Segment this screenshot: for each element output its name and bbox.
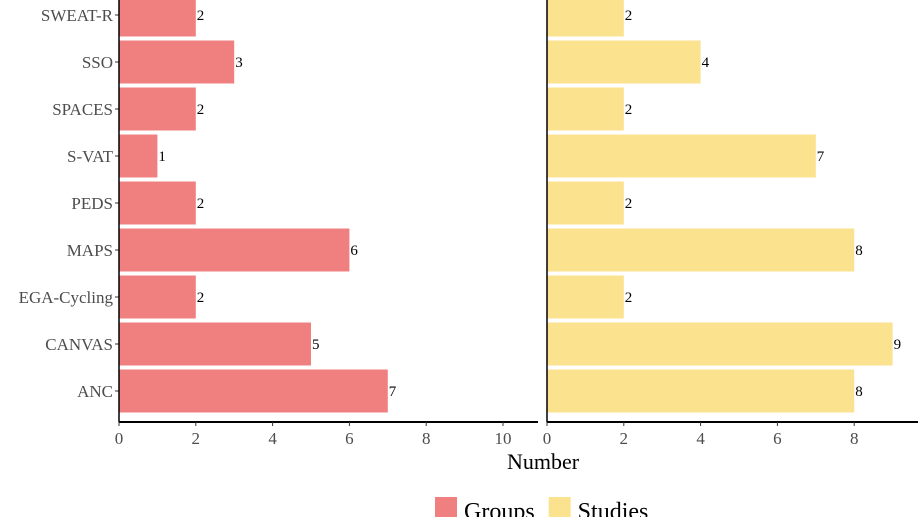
category-label: CANVAS [45, 335, 113, 354]
value-label-studies-s-vat: 7 [817, 149, 825, 165]
x-tick-label: 0 [543, 429, 552, 448]
x-axis-title: Number [507, 449, 580, 474]
legend-swatch-studies [548, 497, 571, 517]
legend-swatch-groups [435, 497, 457, 517]
bar-studies-sso [547, 40, 701, 84]
value-label-groups-canvas: 5 [312, 337, 320, 353]
bar-studies-spaces [547, 87, 624, 131]
category-label: SSO [82, 53, 113, 72]
legend-label-groups: Groups [464, 499, 535, 517]
value-label-studies-sweat-r: 2 [625, 8, 633, 24]
bar-studies-s-vat [547, 134, 816, 178]
bar-groups-peds [119, 181, 196, 225]
x-tick-label: 10 [495, 429, 512, 448]
category-label: EGA-Cycling [19, 288, 114, 307]
x-tick-label: 6 [345, 429, 354, 448]
value-label-groups-peds: 2 [197, 196, 205, 212]
bar-groups-sso [119, 40, 235, 84]
value-label-studies-anc: 8 [855, 384, 863, 400]
value-label-groups-spaces: 2 [197, 102, 205, 118]
x-tick-label: 4 [268, 429, 277, 448]
x-tick-label: 2 [620, 429, 629, 448]
value-label-studies-sso: 4 [702, 55, 710, 71]
category-label: SWEAT-R [41, 6, 114, 25]
value-label-studies-spaces: 2 [625, 102, 633, 118]
bar-groups-sweat-r [119, 0, 196, 37]
value-label-groups-maps: 6 [350, 243, 358, 259]
x-tick-label: 4 [696, 429, 705, 448]
bar-studies-peds [547, 181, 624, 225]
value-label-studies-canvas: 9 [894, 337, 902, 353]
value-label-groups-s-vat: 1 [158, 149, 166, 165]
category-label: S-VAT [67, 147, 114, 166]
bar-studies-canvas [547, 322, 893, 366]
value-label-groups-ega-cycling: 2 [197, 290, 205, 306]
x-tick-label: 0 [115, 429, 124, 448]
category-label: SPACES [52, 100, 113, 119]
bar-groups-s-vat [119, 134, 158, 178]
x-tick-label: 8 [850, 429, 859, 448]
category-label: MAPS [67, 241, 113, 260]
bar-groups-ega-cycling [119, 275, 196, 319]
value-label-studies-ega-cycling: 2 [625, 290, 633, 306]
x-tick-label: 8 [422, 429, 431, 448]
x-tick-label: 2 [192, 429, 201, 448]
bar-studies-anc [547, 369, 855, 413]
bar-groups-maps [119, 228, 350, 272]
value-label-studies-peds: 2 [625, 196, 633, 212]
value-label-groups-sso: 3 [235, 55, 243, 71]
bar-studies-maps [547, 228, 855, 272]
value-label-studies-maps: 8 [855, 243, 863, 259]
bar-studies-sweat-r [547, 0, 624, 37]
x-tick-label: 6 [773, 429, 782, 448]
category-label: ANC [77, 382, 113, 401]
bar-studies-ega-cycling [547, 275, 624, 319]
value-label-groups-anc: 7 [389, 384, 397, 400]
bar-groups-canvas [119, 322, 311, 366]
bar-groups-spaces [119, 87, 196, 131]
legend-label-studies: Studies [578, 499, 649, 517]
category-label: PEDS [71, 194, 113, 213]
value-label-groups-sweat-r: 2 [197, 8, 205, 24]
bar-groups-anc [119, 369, 388, 413]
